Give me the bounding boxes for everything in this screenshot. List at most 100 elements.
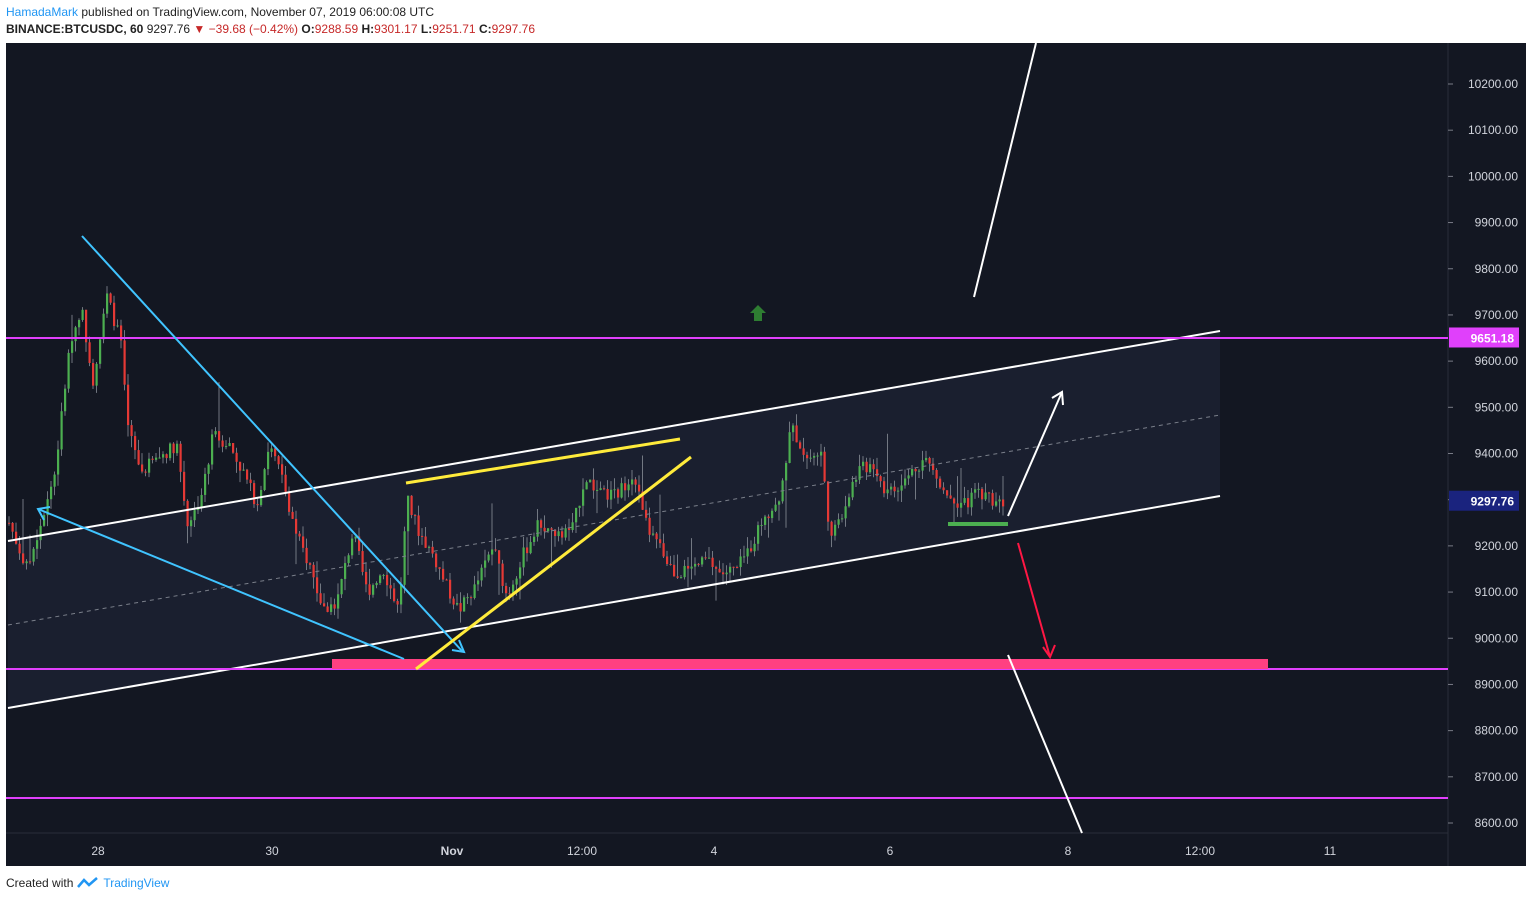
candle-body [32, 548, 35, 562]
candle-body [281, 464, 284, 475]
cyan-downtrend-line[interactable] [81, 235, 463, 652]
candle-body [746, 548, 749, 557]
cyan-lower-line[interactable] [37, 508, 405, 660]
candle-body [232, 443, 235, 453]
candle-body [568, 528, 571, 531]
channel-mid-line [7, 414, 1221, 626]
candle-body [722, 572, 725, 575]
candle-body [172, 443, 175, 454]
y-tick-label: 9900.00 [1475, 216, 1519, 230]
channel-lower-line[interactable] [7, 495, 1221, 709]
candle-body [935, 469, 938, 479]
candle-body [494, 549, 497, 551]
candle-body [501, 563, 504, 586]
candle-body [998, 499, 1001, 502]
candle-body [802, 448, 805, 455]
candle-body [155, 457, 158, 460]
candle-body [645, 509, 648, 518]
candle-body [106, 293, 109, 314]
candle-body [298, 533, 301, 537]
candle-body [883, 481, 886, 494]
tradingview-link[interactable]: TradingView [103, 876, 170, 890]
bull-target-line[interactable] [973, 43, 1037, 298]
candle-body [470, 597, 473, 599]
bull-scenario-arrow[interactable] [1007, 391, 1063, 517]
candle-body [375, 582, 378, 586]
candle-body [823, 451, 826, 482]
channel-upper-line[interactable] [7, 330, 1221, 542]
candle-body [116, 325, 119, 327]
candle-body [414, 515, 417, 517]
candle-body [897, 490, 900, 492]
candle-body [564, 528, 567, 538]
candle-body [305, 547, 308, 564]
high-label: H: [361, 22, 375, 36]
candle-body [186, 500, 189, 527]
yellow-lower-line[interactable] [415, 455, 692, 671]
author-link[interactable]: HamadaMark [6, 5, 79, 19]
candle-body [554, 529, 557, 537]
candle-body [673, 564, 676, 577]
candle-body [43, 515, 46, 526]
candle-body [200, 494, 203, 508]
candle-body [109, 293, 112, 303]
candle-body [25, 561, 28, 564]
candle-body [480, 567, 483, 581]
candle-body [613, 489, 616, 491]
ohlc-line: BINANCE:BTCUSDC, 60 9297.76 ▼ −39.68 (−0… [6, 22, 535, 36]
yellow-upper-line[interactable] [405, 437, 681, 485]
candle-body [64, 388, 67, 412]
price-axis-panel[interactable] [1448, 43, 1526, 866]
candle-body [382, 574, 385, 576]
price-label-text: 9297.76 [1471, 495, 1515, 509]
candle-body [907, 475, 910, 479]
candle-body [333, 604, 336, 609]
candle-body [543, 527, 546, 532]
price-chart[interactable]: 10200.00 10100.00 10000.00 9900.00 9800.00 97… [6, 43, 1526, 866]
y-tick-label: 9800.00 [1475, 262, 1519, 276]
bear-scenario-arrow[interactable] [1017, 542, 1051, 658]
candle-body [939, 478, 942, 488]
candle-body [319, 593, 322, 604]
candle-body [284, 474, 287, 492]
candle-body [309, 563, 312, 565]
candle-body [137, 450, 140, 465]
candle-body [974, 489, 977, 493]
candle-body [837, 519, 840, 525]
candle-body [820, 451, 823, 456]
candle-body [872, 464, 875, 470]
candle-body [253, 483, 256, 505]
candle-body [221, 440, 224, 447]
y-tick-label: 9100.00 [1475, 585, 1519, 599]
candle-body [270, 448, 273, 452]
candle-body [904, 478, 907, 486]
candle-body [606, 489, 609, 500]
time-axis-panel[interactable] [6, 833, 1448, 866]
candle-body [389, 585, 392, 589]
candle-body [421, 535, 424, 537]
candle-body [585, 482, 588, 490]
candle-body [900, 485, 903, 491]
support-zone[interactable] [332, 659, 1268, 669]
candle-body [330, 604, 333, 612]
cyan-arrowhead-right-icon [451, 639, 466, 654]
candle-body [690, 566, 693, 569]
candle-body [435, 553, 438, 568]
candle-body [599, 488, 602, 490]
last-price: 9297.76 [146, 22, 191, 36]
candle-body [368, 584, 371, 595]
arrow-up-icon [750, 305, 766, 321]
candle-body [760, 524, 763, 526]
candle-body [323, 603, 326, 607]
candle-body [337, 594, 340, 609]
candle-body [148, 458, 151, 473]
published-text: published on TradingView.com, November 0… [81, 5, 435, 19]
bear-target-line[interactable] [1007, 654, 1083, 834]
close-label: C: [478, 22, 492, 36]
candle-body [785, 462, 788, 481]
candle-body [123, 340, 126, 385]
x-tick-label: 4 [711, 844, 718, 858]
candle-body [956, 503, 959, 508]
candle-body [697, 563, 700, 565]
candle-body [634, 479, 637, 485]
